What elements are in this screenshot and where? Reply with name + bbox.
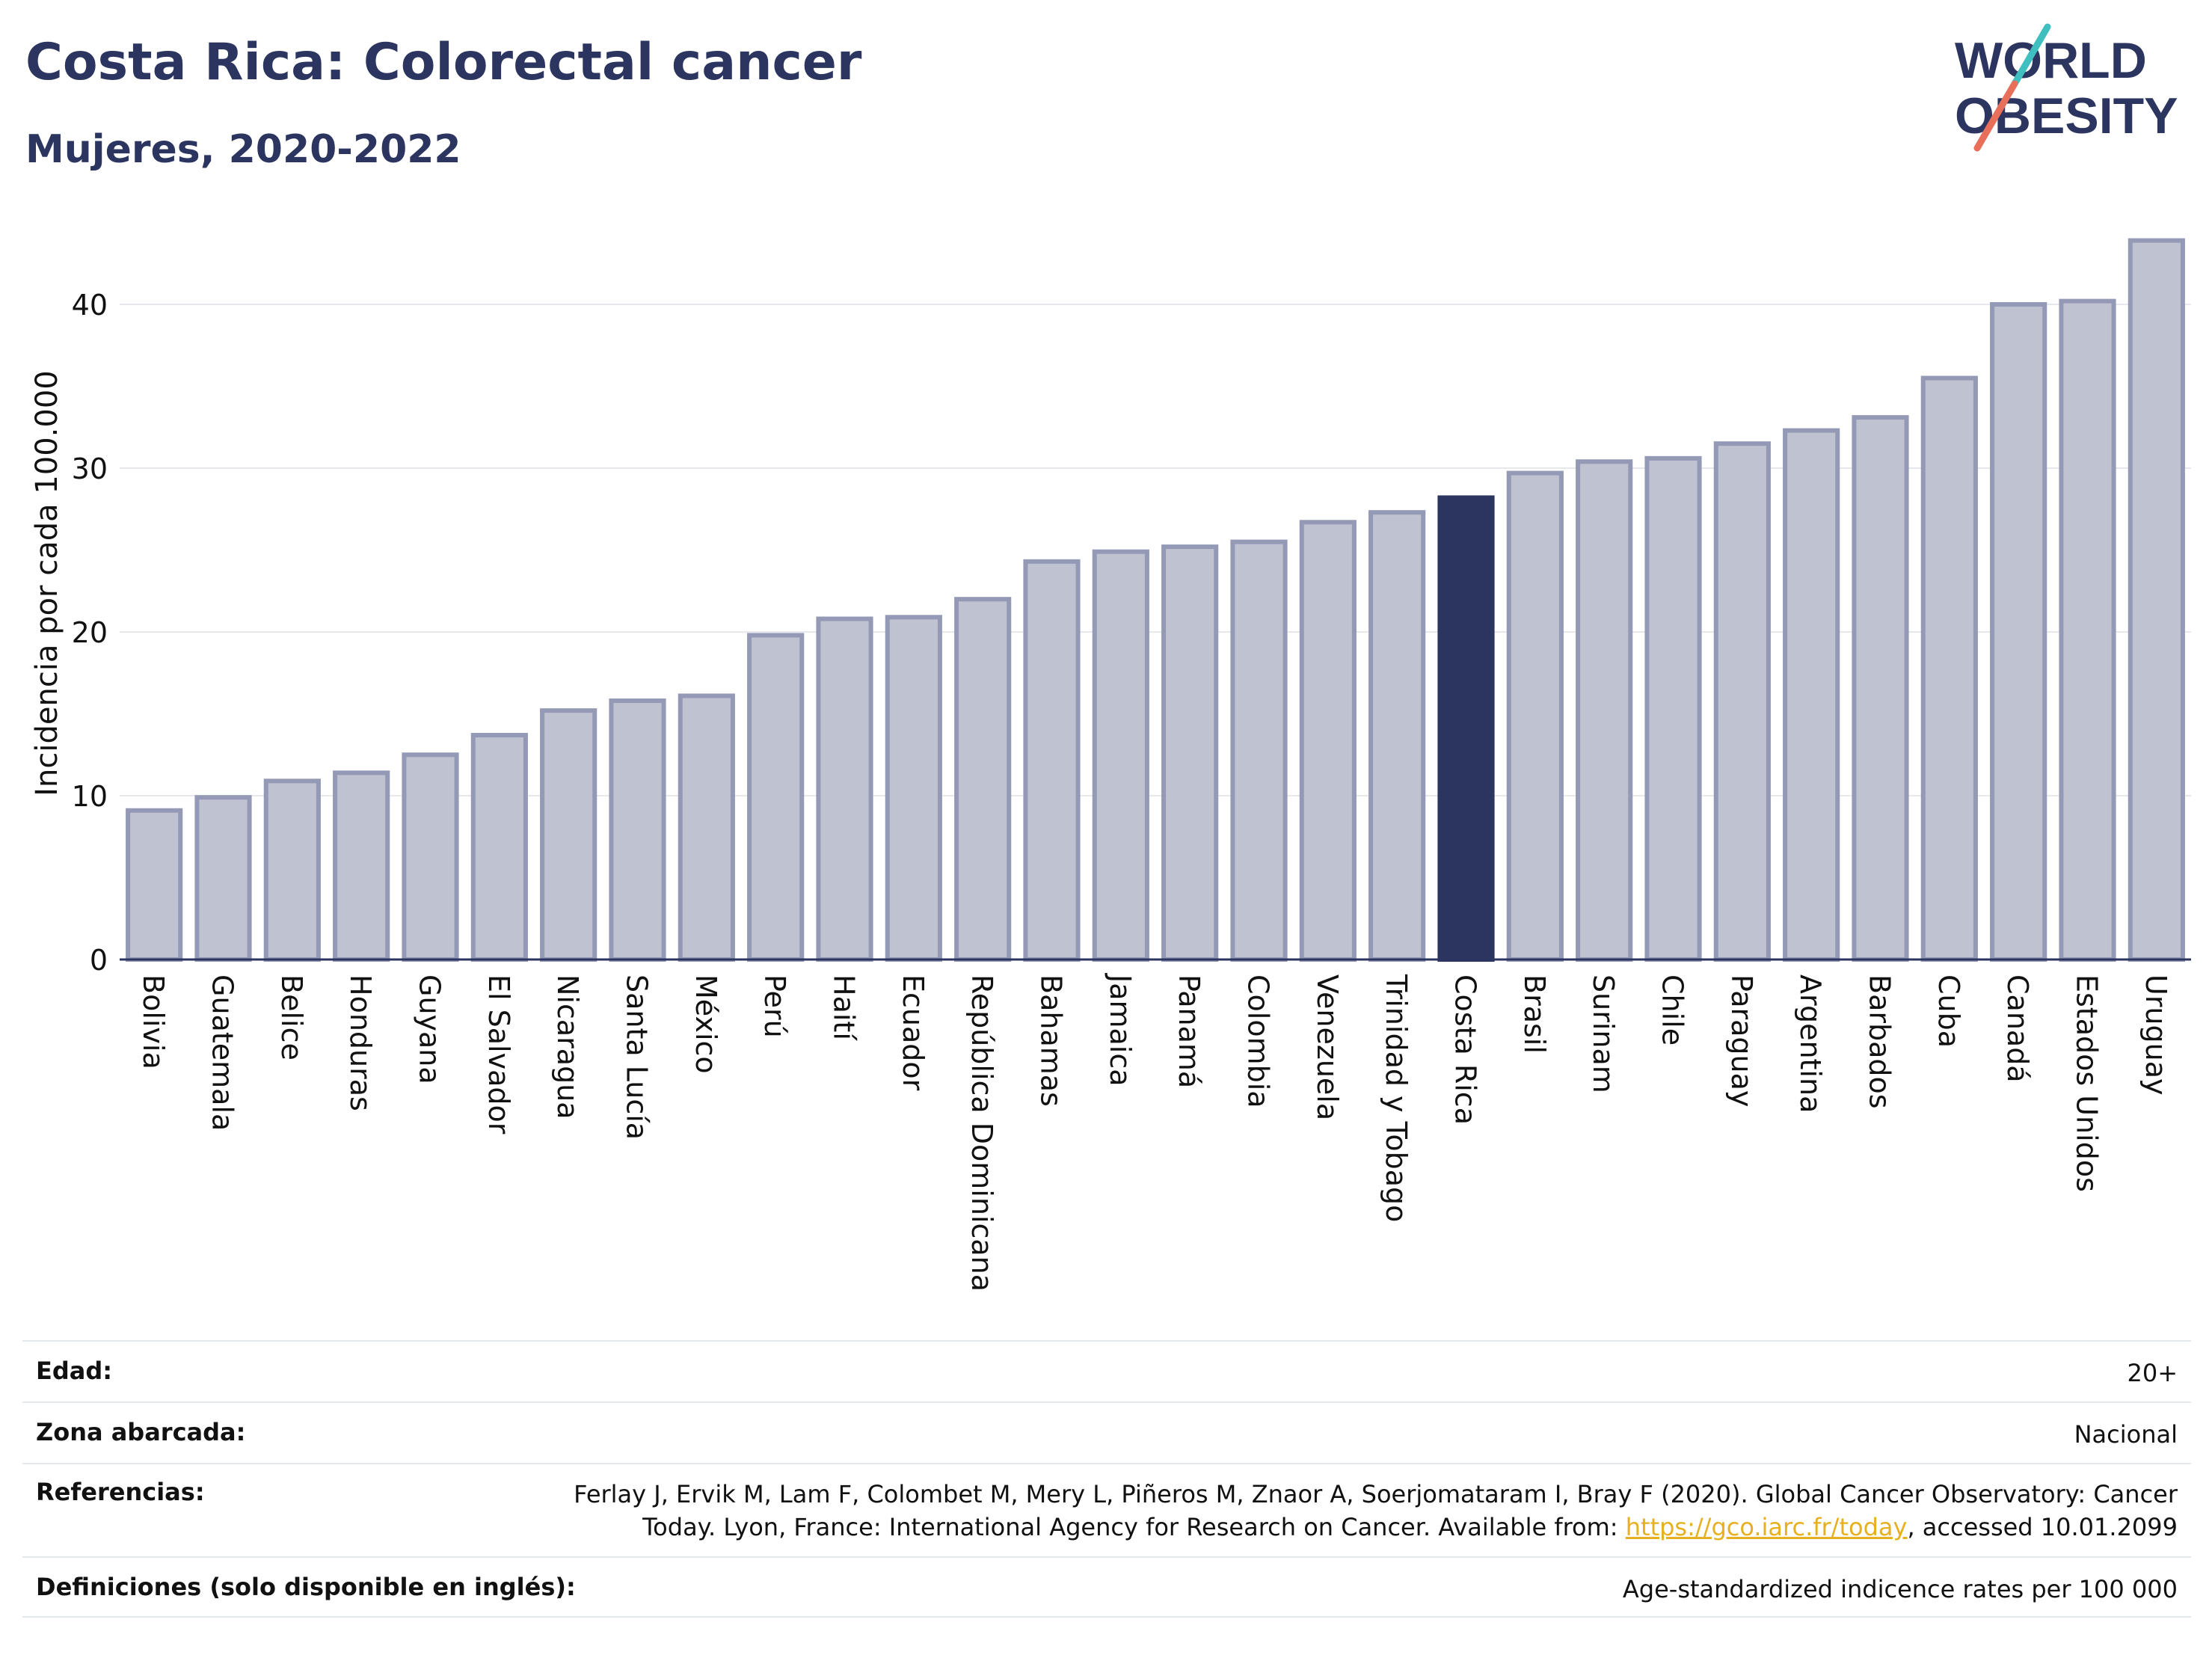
x-tick-label: Surinam [1587, 974, 1620, 1093]
meta-row-definitions: Definiciones (solo disponible en inglés)… [22, 1556, 2191, 1618]
references-line2: Today. Lyon, France: International Agenc… [642, 1513, 1626, 1541]
x-tick-label: Chile [1656, 974, 1689, 1045]
x-tick-label: Trinidad y Tobago [1380, 974, 1413, 1222]
x-tick-label: Honduras [344, 974, 377, 1111]
references-link[interactable]: https://gco.iarc.fr/today [1625, 1513, 1908, 1541]
chart-title: Costa Rica: Colorectal cancer [25, 33, 862, 92]
bar-costa-rica [1437, 495, 1495, 962]
references-value: Ferlay J, Ervik M, Lam F, Colombet M, Me… [574, 1478, 2178, 1544]
x-tick-label: Bahamas [1035, 974, 1068, 1107]
bar-trinidad-y-tobago [1368, 510, 1426, 962]
bar-haití [816, 616, 873, 962]
bar-chart: 0 10 20 30 40 Bolivia Guatemala Belice Honduras G… [30, 238, 2191, 1292]
x-tick-label: Haití [828, 974, 861, 1041]
logo-slash-teal [2011, 23, 2051, 87]
x-tick-label: República Dominicana [965, 974, 998, 1292]
bar-surinam [1576, 459, 1633, 962]
logo-line1: WORLD [1955, 32, 2147, 89]
chart-subtitle: Mujeres, 2020-2022 [25, 127, 461, 172]
bar-bahamas [1023, 559, 1081, 962]
x-tick-label: México [689, 974, 722, 1074]
bar-argentina [1783, 428, 1840, 962]
bar-el-salvador [470, 732, 528, 962]
meta-row-age: Edad: 20+ [22, 1340, 2191, 1401]
x-tick-label: Argentina [1794, 974, 1827, 1113]
x-tick-label: Bolivia [137, 974, 170, 1069]
bars [126, 238, 2185, 962]
x-tick-label: Canadá [2001, 974, 2034, 1083]
axes: 0 10 20 30 40 Bolivia Guatemala Belice Honduras G… [72, 289, 2191, 1292]
bar-canadá [1990, 302, 2047, 962]
x-tick-label: Nicaragua [551, 974, 584, 1120]
x-tick-label: El Salvador [482, 974, 515, 1134]
y-tick-label: 30 [72, 452, 108, 485]
x-tick-label: Perú [758, 974, 791, 1038]
x-tick-label: Colombia [1242, 974, 1275, 1108]
bar-guatemala [194, 795, 252, 962]
logo-line2: OBESITY [1955, 87, 2178, 144]
references-label: Referencias: [36, 1478, 205, 1506]
y-tick-label: 0 [90, 944, 108, 977]
bar-barbados [1852, 415, 1909, 962]
x-tick-label: Uruguay [2139, 974, 2172, 1096]
bar-uruguay [2127, 238, 2185, 962]
bar-panamá [1161, 544, 1219, 962]
bar-bolivia [126, 808, 183, 962]
x-tick-label: Guyana [414, 974, 446, 1084]
bar-perú [747, 633, 805, 962]
x-tick-label: Santa Lucía [621, 974, 654, 1140]
zone-value: Nacional [2074, 1420, 2178, 1449]
age-label: Edad: [36, 1357, 113, 1385]
x-tick-label: Paraguay [1725, 974, 1758, 1107]
bar-guyana [402, 752, 459, 962]
bar-paraguay [1713, 441, 1771, 962]
x-tick-label: Brasil [1518, 974, 1551, 1054]
bar-colombia [1230, 539, 1288, 962]
x-tick-label: Barbados [1864, 974, 1896, 1109]
age-value: 20+ [2127, 1359, 2178, 1387]
bar-jamaica [1092, 549, 1149, 962]
references-accessed: , accessed 10.01.2099 [1907, 1513, 2178, 1541]
gridlines [120, 304, 2191, 796]
y-axis-label: Incidencia por cada 100.000 [30, 370, 64, 796]
bar-santa-lucía [609, 698, 666, 962]
y-tick-label: 40 [72, 289, 108, 322]
references-line1: Ferlay J, Ervik M, Lam F, Colombet M, Me… [574, 1480, 2178, 1508]
x-tick-label: Cuba [1932, 974, 1965, 1048]
x-tick-label: Guatemala [206, 974, 239, 1131]
bar-venezuela [1299, 520, 1357, 962]
y-tick-label: 20 [72, 616, 108, 649]
meta-row-references: Referencias: Ferlay J, Ervik M, Lam F, C… [22, 1463, 2191, 1556]
x-tick-label: Ecuador [897, 974, 930, 1091]
x-tick-label: Belice [275, 974, 308, 1060]
bar-chile [1644, 455, 1702, 962]
definitions-value: Age-standardized indicence rates per 100… [1622, 1575, 2178, 1603]
bar-brasil [1506, 470, 1564, 962]
bar-cuba [1920, 375, 1978, 962]
y-tick-label: 10 [72, 780, 108, 813]
x-tick-label: Venezuela [1311, 974, 1344, 1120]
x-tick-label: Costa Rica [1449, 974, 1482, 1125]
bar-estados-unidos [2059, 298, 2116, 962]
zone-label: Zona abarcada: [36, 1418, 246, 1446]
bar-nicaragua [540, 708, 597, 962]
x-tick-label: Estados Unidos [2071, 974, 2104, 1192]
logo-slash-coral [1973, 80, 2018, 152]
bar-honduras [333, 770, 390, 962]
bar-ecuador [885, 615, 942, 962]
x-tick-label: Jamaica [1104, 973, 1137, 1087]
bar-república-dominicana [954, 597, 1012, 962]
world-obesity-logo: WORLD OBESITY [1955, 23, 2178, 152]
meta-row-zone: Zona abarcada: Nacional [22, 1401, 2191, 1463]
definitions-label: Definiciones (solo disponible en inglés)… [36, 1573, 576, 1601]
x-tick-label: Panamá [1173, 974, 1205, 1088]
bar-méxico [678, 693, 735, 962]
bar-belice [263, 779, 321, 962]
metadata-table: Edad: 20+ Zona abarcada: Nacional Refere… [22, 1340, 2191, 1618]
